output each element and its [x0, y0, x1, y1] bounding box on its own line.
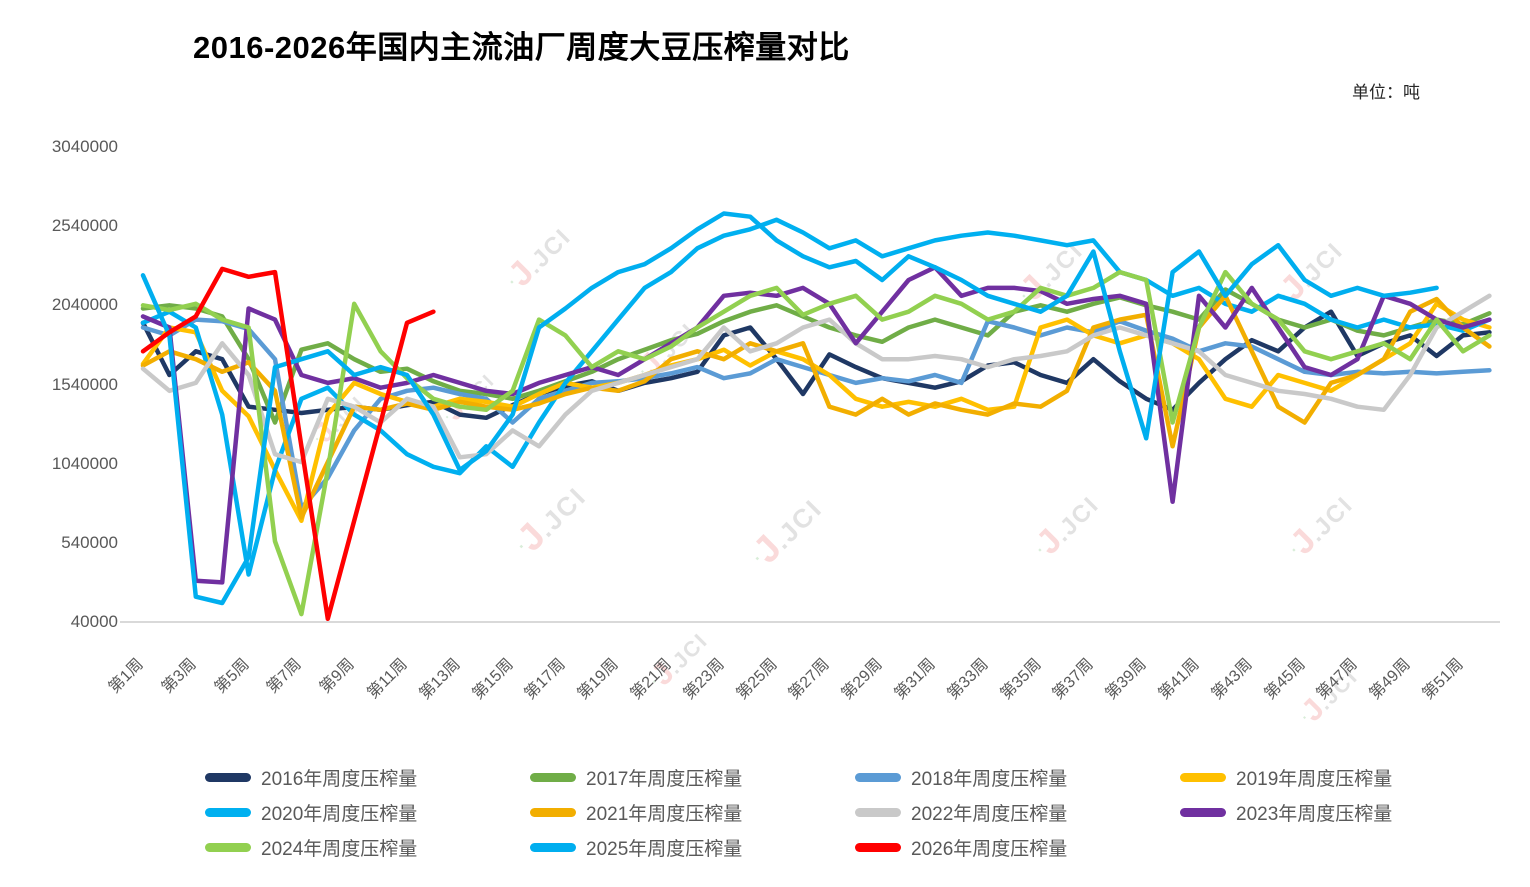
y-tick-label: 2540000 [51, 216, 118, 236]
legend-swatch [205, 808, 251, 817]
legend-swatch [530, 843, 576, 852]
y-tick-label: 3040000 [51, 137, 118, 156]
legend-item: 2018年周度压榨量 [855, 760, 1180, 795]
legend-item: 2016年周度压榨量 [205, 760, 530, 795]
legend-item: 2024年周度压榨量 [205, 830, 530, 865]
legend-swatch [530, 773, 576, 782]
legend-item: 2019年周度压榨量 [1180, 760, 1505, 795]
legend-label: 2022年周度压榨量 [911, 804, 1068, 825]
legend-swatch [855, 808, 901, 817]
series-line [140, 266, 436, 622]
legend-label: 2018年周度压榨量 [911, 769, 1068, 790]
x-axis-line [120, 621, 1500, 623]
legend-swatch [1180, 808, 1226, 817]
y-tick-label: 40000 [70, 612, 118, 631]
series-line [140, 269, 1492, 617]
series-line [140, 265, 1492, 585]
legend-label: 2023年周度压榨量 [1236, 804, 1393, 825]
series-line [140, 211, 1439, 606]
series-line [140, 301, 1492, 523]
legend-item: 2026年周度压榨量 [855, 830, 1180, 865]
y-tick-label: 540000 [61, 532, 118, 552]
plot-area [140, 211, 1492, 622]
series-line [140, 293, 1492, 520]
legend-item: 2017年周度压榨量 [530, 760, 855, 795]
legend-label: 2019年周度压榨量 [1236, 769, 1393, 790]
legend-label: 2024年周度压榨量 [261, 839, 418, 860]
legend-item: 2020年周度压榨量 [205, 795, 530, 830]
legend: 2016年周度压榨量 2017年周度压榨量 2018年周度压榨量 2019年周度压榨量… [205, 760, 1515, 865]
legend-item: 2025年周度压榨量 [530, 830, 855, 865]
legend-swatch [530, 808, 576, 817]
legend-label: 2025年周度压榨量 [586, 839, 743, 860]
legend-label: 2016年周度压榨量 [261, 769, 418, 790]
legend-swatch [205, 773, 251, 782]
legend-swatch [1180, 773, 1226, 782]
legend-item: 2023年周度压榨量 [1180, 795, 1505, 830]
legend-swatch [855, 843, 901, 852]
unit-label: 单位：吨 [1352, 83, 1420, 102]
legend-label: 2021年周度压榨量 [586, 804, 743, 825]
legend-label: 2026年周度压榨量 [911, 839, 1068, 860]
legend-label: 2017年周度压榨量 [586, 769, 743, 790]
legend-swatch [205, 843, 251, 852]
series-line [140, 293, 1492, 465]
legend-label: 2020年周度压榨量 [261, 804, 418, 825]
legend-item: 2022年周度压榨量 [855, 795, 1180, 830]
y-tick-label: 1540000 [51, 374, 118, 394]
y-tick-label: 1040000 [51, 453, 118, 473]
y-tick-label: 2040000 [51, 295, 118, 315]
legend-swatch [855, 773, 901, 782]
legend-item: 2021年周度压榨量 [530, 795, 855, 830]
chart-title: 2016-2026年国内主流油厂周度大豆压榨量对比 [193, 30, 850, 65]
